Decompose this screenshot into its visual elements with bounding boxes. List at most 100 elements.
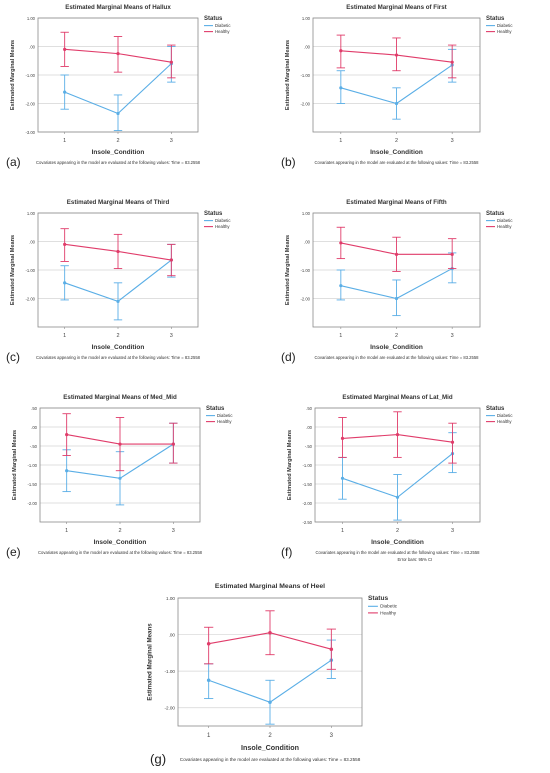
y-tick-label: -1.00 bbox=[25, 268, 35, 273]
legend-title: Status bbox=[204, 16, 223, 22]
y-tick-label: 1.00 bbox=[166, 596, 175, 601]
panel-label: (b) bbox=[281, 155, 296, 169]
data-point bbox=[171, 442, 175, 446]
chart-panel: Estimated Marginal Means of Med_Mid .50 .0… bbox=[0, 390, 270, 580]
chart-title: Estimated Marginal Means of Lat_Mid bbox=[342, 394, 453, 401]
y-tick-label: -.50 bbox=[30, 444, 38, 449]
y-tick-label: .00 bbox=[29, 44, 35, 49]
x-tick-label: 1 bbox=[339, 138, 342, 144]
x-axis-label: Insole_Condition bbox=[92, 344, 145, 351]
x-tick-label: 3 bbox=[172, 528, 175, 534]
covariate-note: Covariates appearing in the model are ev… bbox=[316, 550, 481, 555]
x-tick-label: 2 bbox=[116, 333, 119, 339]
legend-item: Diabetic bbox=[497, 413, 513, 418]
y-tick-label: -1.00 bbox=[164, 669, 175, 674]
legend-item: Diabetic bbox=[215, 218, 231, 223]
y-tick-label: -1.00 bbox=[302, 463, 312, 468]
chart-title: Estimated Marginal Means of Med_Mid bbox=[63, 394, 177, 401]
legend-title: Status bbox=[486, 211, 505, 217]
y-tick-label: -2.00 bbox=[25, 296, 35, 301]
y-axis-label: Estimated Marginal Means bbox=[285, 235, 291, 305]
y-tick-label: -1.00 bbox=[27, 463, 37, 468]
panel-label: (g) bbox=[150, 751, 166, 766]
y-tick-label: 1.00 bbox=[27, 211, 36, 216]
x-tick-label: 2 bbox=[268, 733, 272, 739]
legend-item: Healthy bbox=[217, 419, 232, 424]
covariate-note: Covariates appearing in the model are ev… bbox=[315, 160, 480, 165]
data-point bbox=[65, 469, 69, 473]
x-tick-label: 2 bbox=[396, 528, 399, 534]
legend-item: Healthy bbox=[380, 610, 397, 616]
data-point bbox=[339, 86, 343, 90]
x-tick-label: 2 bbox=[116, 138, 119, 144]
chart-panel: Estimated Marginal Means of Third 1.00 .00… bbox=[0, 195, 270, 385]
y-tick-label: -1.50 bbox=[27, 482, 37, 487]
chart-panel: Estimated Marginal Means of Lat_Mid .50 .0… bbox=[275, 390, 550, 580]
data-point bbox=[118, 476, 122, 480]
x-axis-label: Insole_Condition bbox=[370, 344, 423, 351]
covariate-note: Covariates appearing in the model are ev… bbox=[36, 160, 201, 165]
y-tick-label: -.50 bbox=[305, 444, 313, 449]
x-tick-label: 3 bbox=[330, 733, 334, 739]
legend-title: Status bbox=[204, 211, 223, 217]
x-tick-label: 1 bbox=[207, 733, 211, 739]
chart-svg: Estimated Marginal Means of Fifth 1.00 .00… bbox=[281, 199, 513, 364]
x-tick-label: 3 bbox=[170, 138, 173, 144]
covariate-note: Covariates appearing in the model are ev… bbox=[36, 355, 201, 360]
x-tick-label: 2 bbox=[395, 138, 398, 144]
chart-title: Estimated Marginal Means of Fifth bbox=[346, 199, 447, 206]
chart-panel: Estimated Marginal Means of Fifth 1.00 .00… bbox=[275, 195, 550, 385]
data-point bbox=[118, 442, 122, 446]
legend-item: Diabetic bbox=[380, 604, 398, 610]
covariate-note: Covariates appearing in the model are ev… bbox=[315, 355, 480, 360]
legend-item: Healthy bbox=[497, 419, 512, 424]
y-tick-label: -3.00 bbox=[25, 130, 35, 135]
panel-label: (f) bbox=[281, 545, 292, 559]
data-point bbox=[268, 630, 272, 635]
panel-label: (e) bbox=[6, 545, 21, 559]
data-point bbox=[65, 433, 69, 437]
x-tick-label: 1 bbox=[65, 528, 68, 534]
y-tick-label: -2.00 bbox=[27, 501, 37, 506]
panel-label: (d) bbox=[281, 350, 296, 364]
data-point bbox=[394, 53, 399, 57]
x-tick-label: 3 bbox=[170, 333, 173, 339]
panel-label: (a) bbox=[6, 155, 21, 169]
data-point bbox=[450, 440, 455, 444]
x-tick-label: 1 bbox=[63, 333, 66, 339]
data-point bbox=[339, 49, 343, 53]
x-tick-label: 1 bbox=[339, 333, 342, 339]
data-point bbox=[63, 90, 67, 94]
y-axis-label: Estimated Marginal Means bbox=[10, 40, 16, 110]
y-tick-label: -1.00 bbox=[300, 73, 310, 78]
y-tick-label: .00 bbox=[169, 632, 176, 637]
y-tick-label: 1.00 bbox=[27, 16, 36, 21]
x-tick-label: 3 bbox=[451, 138, 454, 144]
y-tick-label: .50 bbox=[306, 406, 312, 411]
x-tick-label: 1 bbox=[63, 138, 66, 144]
y-tick-label: .00 bbox=[31, 425, 37, 430]
y-axis-label: Estimated Marginal Means bbox=[147, 623, 154, 701]
chart-svg: Estimated Marginal Means of Med_Mid .50 .0… bbox=[6, 394, 233, 559]
x-tick-label: 1 bbox=[341, 528, 344, 534]
y-axis-label: Estimated Marginal Means bbox=[12, 430, 18, 500]
y-axis-label: Estimated Marginal Means bbox=[285, 40, 291, 110]
y-tick-label: 1.00 bbox=[302, 16, 311, 21]
data-point bbox=[206, 678, 211, 683]
chart-title: Estimated Marginal Means of First bbox=[346, 4, 446, 11]
y-tick-label: -2.00 bbox=[302, 501, 312, 506]
chart-panel: Estimated Marginal Means of First 1.00 .00… bbox=[275, 0, 550, 190]
x-axis-label: Insole_Condition bbox=[94, 539, 147, 546]
y-tick-label: 1.00 bbox=[302, 211, 311, 216]
legend-item: Healthy bbox=[215, 29, 230, 34]
x-tick-label: 2 bbox=[118, 528, 121, 534]
legend-item: Diabetic bbox=[497, 218, 513, 223]
data-point bbox=[339, 284, 343, 288]
data-point bbox=[63, 281, 67, 285]
data-point bbox=[394, 252, 399, 256]
legend-item: Diabetic bbox=[497, 23, 513, 28]
legend-item: Healthy bbox=[497, 29, 512, 34]
x-axis-label: Insole_Condition bbox=[92, 149, 145, 156]
legend-item: Diabetic bbox=[215, 23, 231, 28]
legend-title: Status bbox=[368, 595, 388, 602]
